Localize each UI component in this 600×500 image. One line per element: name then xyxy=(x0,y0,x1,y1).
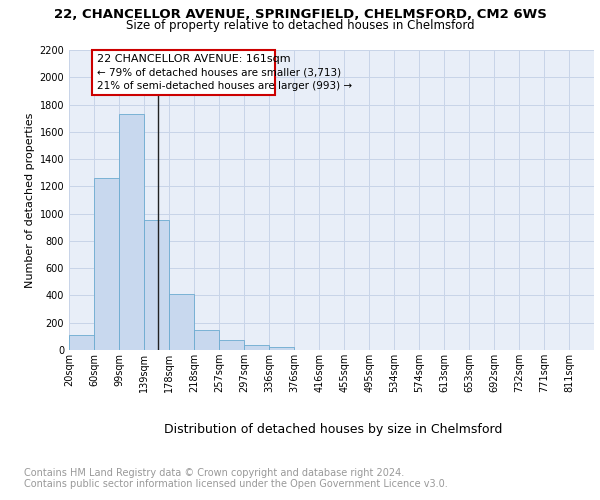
Text: 22 CHANCELLOR AVENUE: 161sqm: 22 CHANCELLOR AVENUE: 161sqm xyxy=(97,54,290,64)
Text: Size of property relative to detached houses in Chelmsford: Size of property relative to detached ho… xyxy=(125,18,475,32)
Y-axis label: Number of detached properties: Number of detached properties xyxy=(25,112,35,288)
Bar xyxy=(94,178,119,350)
Bar xyxy=(244,344,269,350)
Text: ← 79% of detached houses are smaller (3,713): ← 79% of detached houses are smaller (3,… xyxy=(97,68,341,78)
Bar xyxy=(92,50,275,95)
Text: Contains HM Land Registry data © Crown copyright and database right 2024.: Contains HM Land Registry data © Crown c… xyxy=(24,468,404,477)
Bar xyxy=(194,330,219,350)
Bar xyxy=(69,335,94,350)
Bar xyxy=(219,340,244,350)
Bar xyxy=(269,346,293,350)
Bar xyxy=(169,294,194,350)
Text: Contains public sector information licensed under the Open Government Licence v3: Contains public sector information licen… xyxy=(24,479,448,489)
Text: 22, CHANCELLOR AVENUE, SPRINGFIELD, CHELMSFORD, CM2 6WS: 22, CHANCELLOR AVENUE, SPRINGFIELD, CHEL… xyxy=(53,8,547,20)
Text: 21% of semi-detached houses are larger (993) →: 21% of semi-detached houses are larger (… xyxy=(97,81,352,91)
Bar xyxy=(144,220,169,350)
Text: Distribution of detached houses by size in Chelmsford: Distribution of detached houses by size … xyxy=(164,422,502,436)
Bar xyxy=(119,114,143,350)
